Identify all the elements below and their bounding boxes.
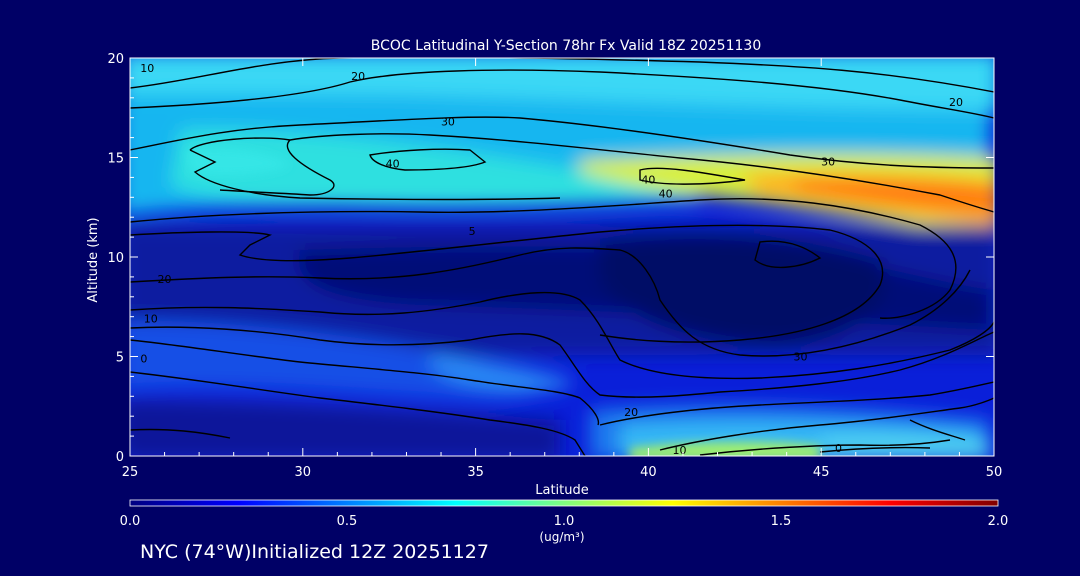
- x-tick-label: 25: [122, 465, 139, 480]
- y-axis: 0 5 10 15 20: [107, 52, 994, 465]
- contour-label: 30: [441, 116, 455, 129]
- x-tick-label: 35: [467, 465, 484, 480]
- x-tick-label: 30: [295, 465, 312, 480]
- colorbar-tick-label: 0.5: [337, 514, 358, 529]
- contour-label: 30: [821, 155, 835, 168]
- y-axis-label: Altitude (km): [86, 217, 101, 302]
- colorbar-ticks: 0.0 0.5 1.0 1.5 2.0: [120, 514, 1009, 529]
- contour-labels: 10 20 20 30 40 30 40 40 5 20 10 30 0 20 10 0: [140, 62, 963, 457]
- contour-label: 10: [144, 313, 158, 326]
- contour-label: 5: [469, 225, 476, 238]
- contour-label: 10: [673, 444, 687, 457]
- colorbar: [129, 499, 999, 507]
- footer-init-info: NYC (74°W)Initialized 12Z 20251127: [140, 541, 489, 563]
- y-tick-label: 0: [116, 450, 124, 465]
- contour-label: 0: [140, 352, 147, 365]
- x-tick-label: 40: [640, 465, 657, 480]
- x-axis: 25 30 35 40 45 50: [122, 58, 1003, 480]
- contour-label: 30: [793, 351, 807, 364]
- contour-label: 20: [351, 70, 365, 83]
- contour-label: 40: [659, 187, 673, 200]
- contour-label: 20: [949, 96, 963, 109]
- x-axis-label: Latitude: [535, 483, 589, 498]
- colorbar-tick-label: 1.5: [771, 514, 792, 529]
- contour-label: 20: [624, 406, 638, 419]
- contour-label: 10: [140, 62, 154, 75]
- colorbar-unit: (ug/m³): [539, 530, 584, 544]
- contour-label: 40: [641, 173, 655, 186]
- chart-title: BCOC Latitudinal Y-Section 78hr Fx Valid…: [371, 38, 761, 54]
- y-tick-label: 5: [116, 351, 124, 366]
- contour-lines: [130, 58, 994, 456]
- colorbar-tick-label: 1.0: [554, 514, 575, 529]
- contour-label: 20: [158, 273, 172, 286]
- y-tick-label: 15: [107, 152, 124, 167]
- colorbar-tick-label: 0.0: [120, 514, 141, 529]
- y-tick-label: 20: [107, 52, 124, 67]
- contour-label: 0: [835, 442, 842, 455]
- y-tick-label: 10: [107, 251, 124, 266]
- contour-label: 40: [386, 157, 400, 170]
- heatmap-field: [130, 58, 994, 456]
- x-tick-label: 45: [813, 465, 830, 480]
- x-tick-label: 50: [986, 465, 1003, 480]
- colorbar-tick-label: 2.0: [988, 514, 1009, 529]
